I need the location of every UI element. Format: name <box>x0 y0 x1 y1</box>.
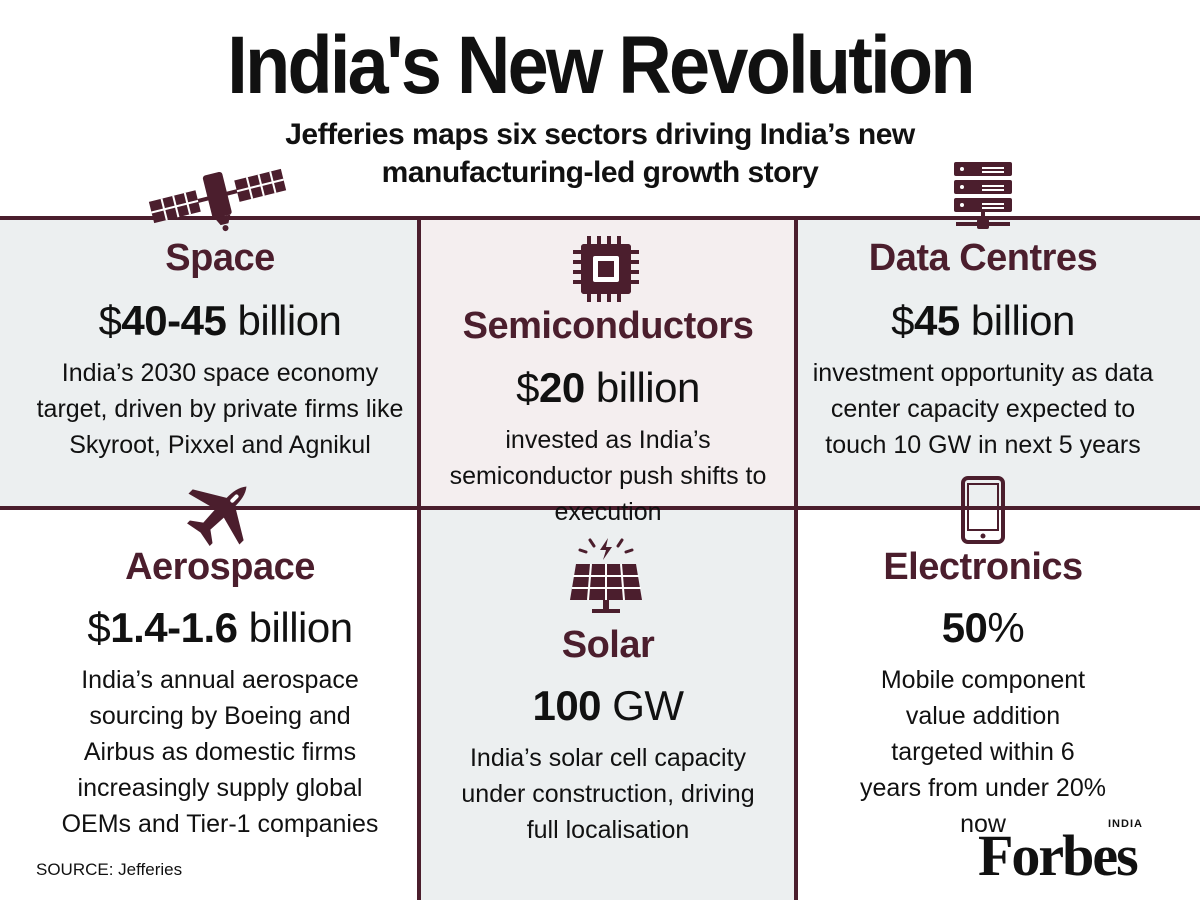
sector-stat-space: $40-45 billion <box>20 297 420 345</box>
logo-wordmark: Forbes <box>978 823 1139 888</box>
stat-value: 1.4-1.6 <box>110 604 238 651</box>
sector-name-solar: Solar <box>561 624 655 666</box>
logo-edition: INDIA <box>1108 818 1143 830</box>
page-subtitle: Jefferies maps six sectors driving India… <box>285 118 915 189</box>
stat-prefix: $ <box>98 297 122 344</box>
stat-prefix: $ <box>516 364 540 411</box>
stat-value: 50 <box>941 604 988 651</box>
sector-desc-aerospace: India’s annual aerospace sourcing by Boe… <box>61 666 379 838</box>
sector-stat-aerospace: $1.4-1.6 billion <box>20 604 420 652</box>
sector-name-semiconductors: Semiconductors <box>462 305 754 347</box>
page-title: India's New Revolution <box>227 20 975 111</box>
stat-value: 20 <box>539 364 585 411</box>
stat-value: 40-45 <box>121 297 227 344</box>
stat-unit: GW <box>601 682 684 729</box>
grid-line-right <box>794 216 798 900</box>
sector-stat-solar: 100 GW <box>421 682 795 730</box>
sector-name-data-centres: Data Centres <box>868 237 1098 279</box>
sector-name-aerospace: Aerospace <box>125 546 315 588</box>
stat-prefix: $ <box>87 604 111 651</box>
sector-desc-semiconductors: invested as India’s semiconductor push s… <box>449 426 767 526</box>
stat-value: 45 <box>914 297 960 344</box>
sector-desc-solar: India’s solar cell capacity under constr… <box>461 744 755 844</box>
stat-unit: billion <box>237 604 353 651</box>
sector-desc-space: India’s 2030 space economy target, drive… <box>36 359 404 459</box>
stat-unit: billion <box>584 364 700 411</box>
fighter-jet-icon <box>187 486 247 546</box>
server-icon <box>954 162 1012 229</box>
chip-icon <box>573 236 639 302</box>
stat-unit: % <box>987 604 1025 651</box>
mobile-phone-icon <box>961 476 1005 544</box>
stat-unit: billion <box>959 297 1075 344</box>
panel-space-bg <box>0 219 418 508</box>
forbes-india-logo: INDIA Forbes <box>978 818 1168 888</box>
sector-desc-data-centres: investment opportunity as data center ca… <box>812 359 1154 459</box>
sector-desc-electronics: Mobile component value addition targeted… <box>860 666 1106 838</box>
solar-panel-icon <box>570 538 642 613</box>
sector-name-space: Space <box>165 237 275 279</box>
sector-stat-data-centres: $45 billion <box>798 297 1168 345</box>
grid-line-left <box>417 216 421 900</box>
stat-prefix: $ <box>891 297 915 344</box>
panel-datacentres-bg <box>798 219 1200 508</box>
stat-value: 100 <box>532 682 602 729</box>
satellite-icon <box>148 168 287 232</box>
source-note: SOURCE: Jefferies <box>36 860 183 879</box>
sector-name-electronics: Electronics <box>883 546 1083 588</box>
grid-line-top <box>0 216 1200 220</box>
stat-unit: billion <box>226 297 342 344</box>
sector-stat-semiconductors: $20 billion <box>421 364 795 412</box>
grid-line-middle <box>0 506 1200 510</box>
sector-stat-electronics: 50% <box>798 604 1168 652</box>
